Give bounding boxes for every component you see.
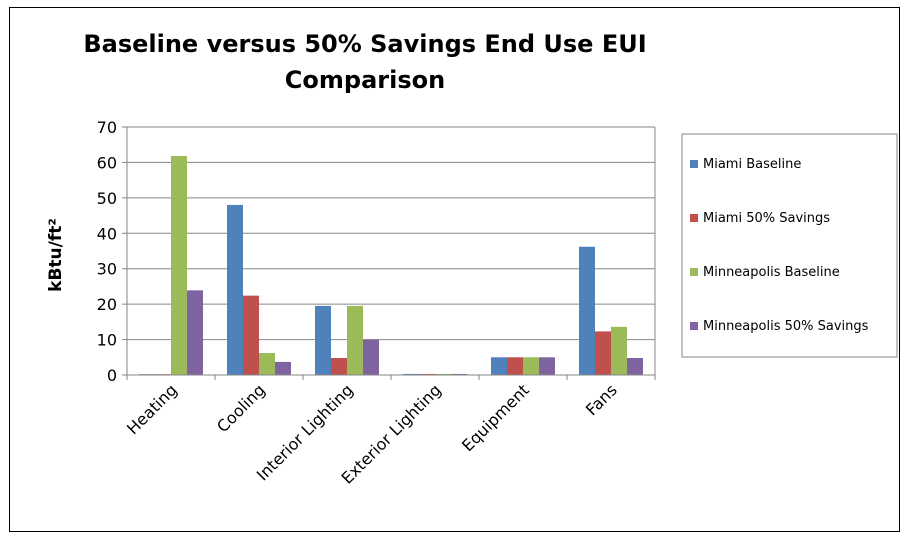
bar — [435, 373, 451, 375]
bar-chart: Baseline versus 50% Savings End Use EUI … — [46, 30, 898, 488]
bar — [491, 357, 507, 375]
x-category-label: Fans — [582, 380, 621, 419]
y-tick-label: 70 — [97, 118, 117, 137]
legend-label: Miami Baseline — [703, 157, 801, 172]
y-tick-label: 60 — [97, 153, 117, 172]
bar — [595, 331, 611, 375]
legend-box — [681, 133, 898, 358]
x-category-label: Heating — [123, 380, 181, 438]
y-tick-label: 20 — [97, 295, 117, 314]
bars — [139, 156, 643, 375]
legend-swatch — [690, 268, 698, 276]
bar — [363, 339, 379, 375]
bar — [171, 156, 187, 375]
bar — [611, 326, 627, 375]
x-category-label: Cooling — [213, 380, 269, 436]
bar — [187, 290, 203, 375]
chart-title-line-2: Comparison — [285, 66, 445, 94]
bar — [523, 357, 539, 375]
bar — [539, 357, 555, 375]
legend-label: Miami 50% Savings — [703, 211, 830, 226]
bar — [347, 305, 363, 375]
legend-swatch — [690, 322, 698, 330]
y-axis-label: kBtu/ft² — [46, 218, 66, 292]
bar — [579, 246, 595, 375]
legend-swatch — [690, 214, 698, 222]
y-tick-label: 40 — [97, 224, 117, 243]
legend: Miami Baseline Miami 50% Savings Minneapol… — [681, 133, 898, 358]
bar — [419, 373, 435, 375]
bar — [315, 305, 331, 375]
gridlines — [127, 126, 655, 341]
bar — [259, 353, 275, 375]
bar — [627, 357, 643, 375]
y-tick-label: 0 — [107, 366, 117, 385]
bar — [403, 373, 419, 375]
y-tick-label: 50 — [97, 189, 117, 208]
x-category-label: Equipment — [458, 380, 533, 455]
bar — [275, 361, 291, 375]
bar — [243, 295, 259, 375]
legend-label: Minneapolis 50% Savings — [703, 319, 869, 334]
y-tick-label: 30 — [97, 260, 117, 279]
bar — [227, 204, 243, 375]
x-category-label: Interior Lighting — [253, 380, 357, 484]
chart-title-line-1: Baseline versus 50% Savings End Use EUI — [83, 30, 646, 58]
legend-swatch — [690, 160, 698, 168]
bar — [451, 373, 467, 375]
chart-frame: Baseline versus 50% Savings End Use EUI … — [9, 7, 900, 532]
y-tick-label: 10 — [97, 331, 117, 350]
bar — [331, 357, 347, 375]
legend-label: Minneapolis Baseline — [703, 265, 840, 280]
bar — [507, 357, 523, 375]
